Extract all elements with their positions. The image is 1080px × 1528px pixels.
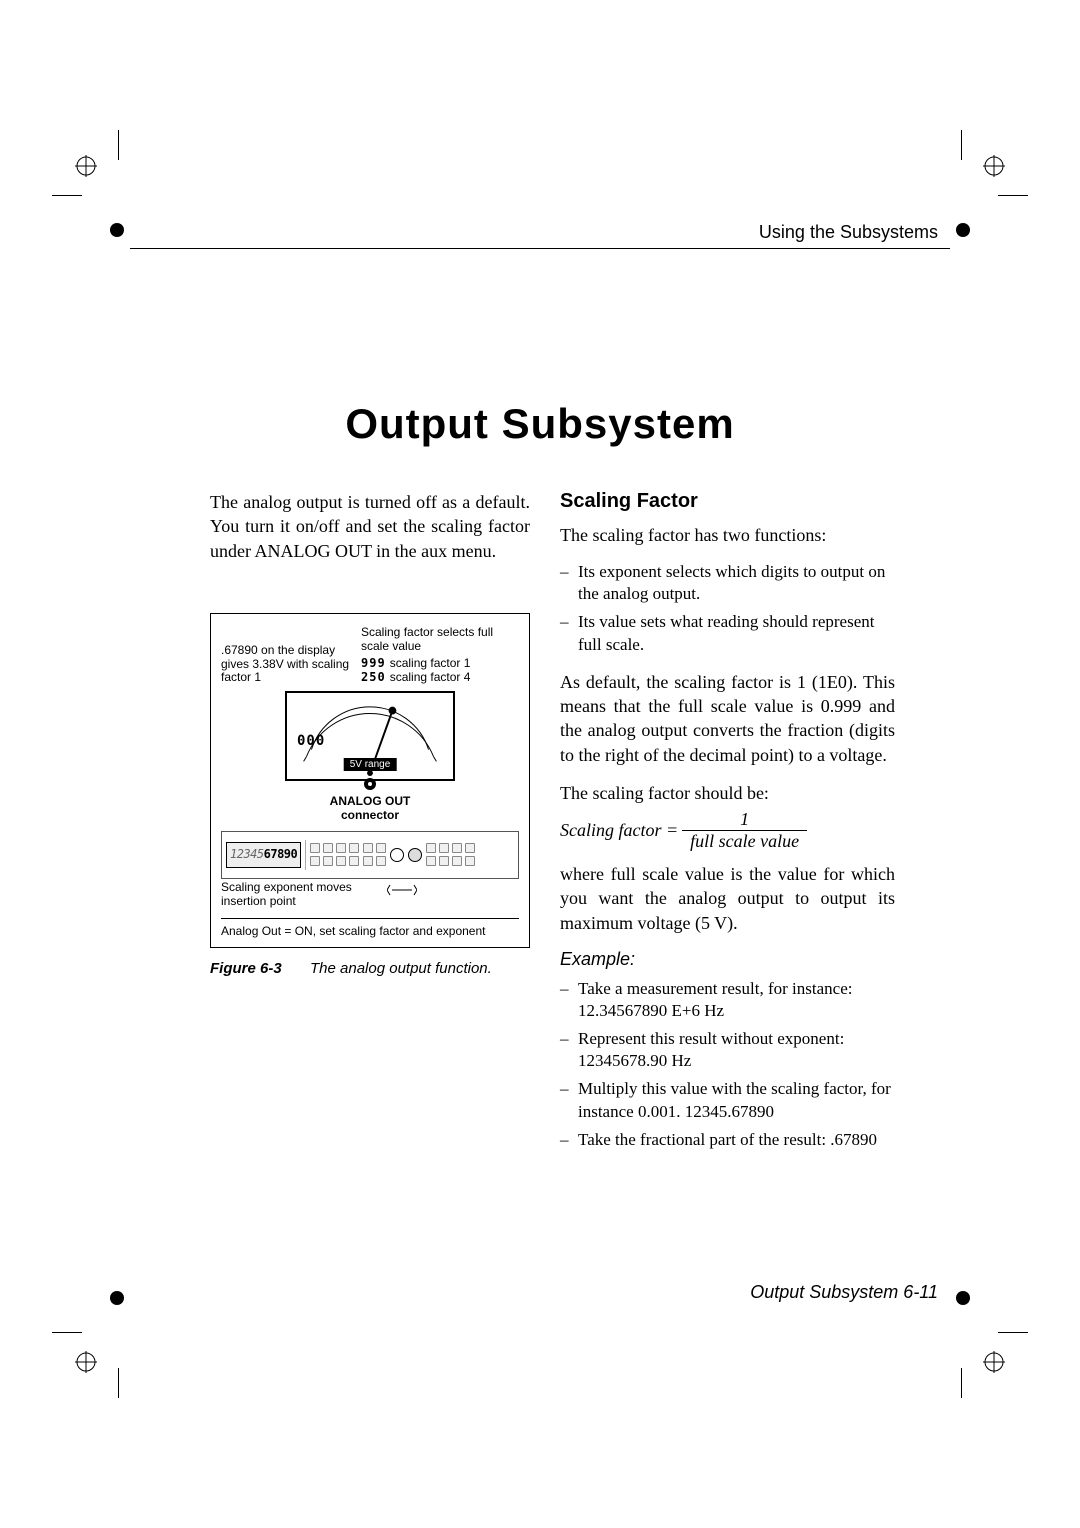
- bullet-list: Take a measurement result, for instance:…: [560, 978, 895, 1151]
- button-group: [363, 843, 386, 866]
- figure-annotation: scaling factor 4: [390, 671, 471, 685]
- list-item: Take a measurement result, for instance:…: [560, 978, 895, 1022]
- bleed-mark: [956, 1291, 970, 1305]
- scaling-value: 999: [361, 656, 386, 670]
- list-item: Take the fractional part of the result: …: [560, 1129, 895, 1151]
- arrow-icon: [387, 881, 417, 899]
- figure-6-3: .67890 on the display gives 3.38V with s…: [210, 613, 530, 948]
- figure-annotation: Scaling exponent moves insertion point: [221, 881, 381, 909]
- meter-reading: 000: [297, 733, 325, 749]
- list-item: Represent this result without exponent: …: [560, 1028, 895, 1072]
- list-item: Its value sets what reading should repre…: [560, 611, 895, 655]
- crop-mark: [961, 130, 962, 160]
- body-paragraph: where full scale value is the value for …: [560, 862, 895, 935]
- page-footer: Output Subsystem 6-11: [750, 1282, 938, 1303]
- right-column: Scaling Factor The scaling factor has tw…: [560, 490, 895, 1165]
- page-title: Output Subsystem: [0, 400, 1080, 448]
- registration-mark: [75, 155, 97, 177]
- instrument-front-panel: 12345123456789067890: [221, 831, 519, 879]
- body-paragraph: The scaling factor has two functions:: [560, 523, 895, 547]
- crop-mark: [52, 195, 82, 196]
- registration-mark: [75, 1351, 97, 1373]
- example-heading: Example:: [560, 949, 895, 970]
- meter-range-label: 5V range: [344, 758, 397, 771]
- body-paragraph: As default, the scaling factor is 1 (1E0…: [560, 670, 895, 767]
- connector-label: ANALOG OUT connector: [221, 795, 519, 823]
- crop-mark: [52, 1332, 82, 1333]
- formula: Scaling factor = 1 full scale value: [560, 809, 895, 852]
- section-heading: Scaling Factor: [560, 490, 895, 513]
- connector-label-line1: ANALOG OUT: [330, 794, 411, 808]
- crop-mark: [961, 1368, 962, 1398]
- header-rule: [130, 248, 950, 249]
- body-paragraph: The scaling factor should be:: [560, 781, 895, 805]
- crop-mark: [118, 1368, 119, 1398]
- crop-mark: [998, 195, 1028, 196]
- running-header: Using the Subsystems: [759, 222, 938, 243]
- knob-icon: [390, 848, 404, 862]
- scaling-value: 250: [361, 670, 386, 684]
- figure-annotation: Scaling factor selects full scale value: [361, 626, 519, 654]
- registration-mark: [983, 155, 1005, 177]
- instrument-display: 12345123456789067890: [226, 842, 301, 868]
- button-group: [426, 843, 475, 866]
- figure-caption: Figure 6-3 The analog output function.: [210, 960, 530, 977]
- formula-denominator: full scale value: [682, 830, 807, 852]
- figure-footer: Analog Out = ON, set scaling factor and …: [221, 918, 519, 939]
- registration-mark: [983, 1351, 1005, 1373]
- knob-icon: [408, 848, 422, 862]
- bnc-connector-icon: [363, 777, 377, 791]
- figure-caption-text: The analog output function.: [310, 960, 492, 977]
- bleed-mark: [956, 223, 970, 237]
- crop-mark: [998, 1332, 1028, 1333]
- bleed-mark: [110, 1291, 124, 1305]
- figure-annotation: .67890 on the display gives 3.38V with s…: [221, 626, 351, 685]
- bleed-mark: [110, 223, 124, 237]
- list-item: Its exponent selects which digits to out…: [560, 561, 895, 605]
- formula-numerator: 1: [732, 809, 757, 830]
- figure-annotation: scaling factor 1: [390, 657, 471, 671]
- crop-mark: [118, 130, 119, 160]
- intro-paragraph: The analog output is turned off as a def…: [210, 490, 530, 563]
- list-item: Multiply this value with the scaling fac…: [560, 1078, 895, 1122]
- button-group: [310, 843, 359, 866]
- bullet-list: Its exponent selects which digits to out…: [560, 561, 895, 655]
- formula-lhs: Scaling factor =: [560, 820, 678, 841]
- left-column: The analog output is turned off as a def…: [210, 490, 530, 977]
- connector-label-line2: connector: [341, 808, 399, 822]
- analog-meter: 000 5V range: [285, 691, 455, 781]
- figure-label: Figure 6-3: [210, 960, 310, 977]
